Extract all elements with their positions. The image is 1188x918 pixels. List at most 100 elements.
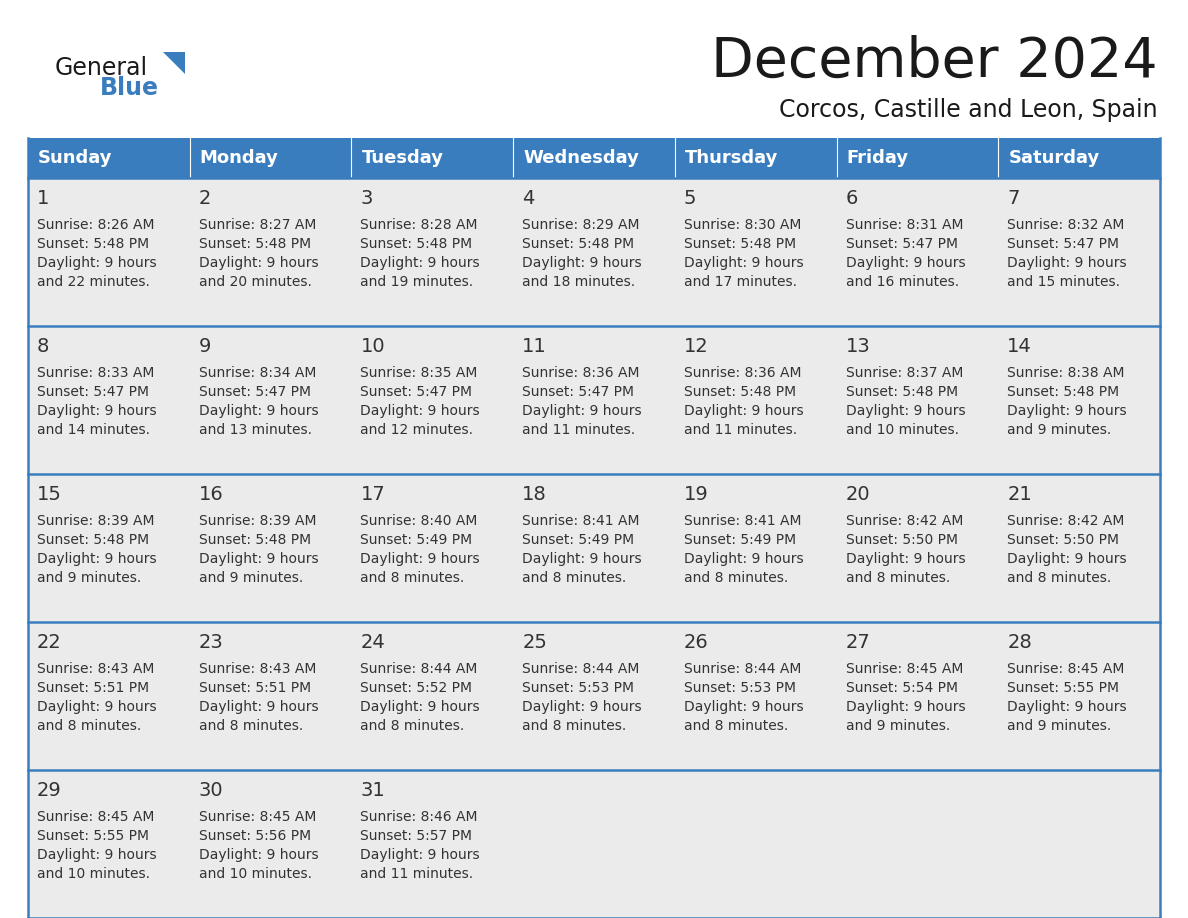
Text: 15: 15 — [37, 485, 62, 503]
Text: and 16 minutes.: and 16 minutes. — [846, 275, 959, 289]
Bar — [29, 138, 190, 178]
Text: 9: 9 — [198, 337, 211, 355]
Text: Daylight: 9 hours: Daylight: 9 hours — [37, 700, 157, 714]
Bar — [29, 178, 190, 326]
Text: and 11 minutes.: and 11 minutes. — [360, 867, 474, 881]
Text: Sunset: 5:48 PM: Sunset: 5:48 PM — [360, 237, 473, 251]
Text: Sunset: 5:55 PM: Sunset: 5:55 PM — [1007, 681, 1119, 695]
Text: Sunrise: 8:46 AM: Sunrise: 8:46 AM — [360, 810, 478, 824]
Text: 26: 26 — [684, 633, 708, 652]
Text: Daylight: 9 hours: Daylight: 9 hours — [523, 404, 642, 418]
Text: Sunrise: 8:45 AM: Sunrise: 8:45 AM — [37, 810, 154, 824]
Text: 1: 1 — [37, 188, 50, 207]
Text: Sunset: 5:53 PM: Sunset: 5:53 PM — [523, 681, 634, 695]
Text: Corcos, Castille and Leon, Spain: Corcos, Castille and Leon, Spain — [779, 98, 1158, 122]
Text: Daylight: 9 hours: Daylight: 9 hours — [1007, 700, 1127, 714]
Text: Sunrise: 8:41 AM: Sunrise: 8:41 AM — [684, 514, 802, 528]
Text: Sunset: 5:48 PM: Sunset: 5:48 PM — [846, 385, 958, 399]
Text: Sunset: 5:47 PM: Sunset: 5:47 PM — [523, 385, 634, 399]
Text: Sunrise: 8:34 AM: Sunrise: 8:34 AM — [198, 366, 316, 380]
Text: December 2024: December 2024 — [712, 35, 1158, 89]
Bar — [836, 326, 998, 474]
Text: Daylight: 9 hours: Daylight: 9 hours — [360, 404, 480, 418]
Text: Daylight: 9 hours: Daylight: 9 hours — [1007, 404, 1127, 418]
Text: Sunset: 5:54 PM: Sunset: 5:54 PM — [846, 681, 958, 695]
Text: Sunset: 5:47 PM: Sunset: 5:47 PM — [37, 385, 148, 399]
Text: Sunset: 5:47 PM: Sunset: 5:47 PM — [1007, 237, 1119, 251]
Text: Blue: Blue — [100, 76, 159, 100]
Text: and 19 minutes.: and 19 minutes. — [360, 275, 474, 289]
Text: and 11 minutes.: and 11 minutes. — [684, 423, 797, 437]
Text: 25: 25 — [523, 633, 546, 652]
Bar — [998, 770, 1159, 918]
Text: Daylight: 9 hours: Daylight: 9 hours — [360, 256, 480, 270]
Text: Sunrise: 8:31 AM: Sunrise: 8:31 AM — [846, 218, 963, 232]
Text: and 9 minutes.: and 9 minutes. — [37, 571, 141, 585]
Text: Daylight: 9 hours: Daylight: 9 hours — [198, 404, 318, 418]
Text: Sunset: 5:56 PM: Sunset: 5:56 PM — [198, 829, 311, 843]
Text: 24: 24 — [360, 633, 385, 652]
Bar — [190, 770, 352, 918]
Text: Sunrise: 8:37 AM: Sunrise: 8:37 AM — [846, 366, 963, 380]
Text: Sunrise: 8:44 AM: Sunrise: 8:44 AM — [684, 662, 801, 676]
Text: Sunset: 5:55 PM: Sunset: 5:55 PM — [37, 829, 148, 843]
Text: Sunrise: 8:32 AM: Sunrise: 8:32 AM — [1007, 218, 1125, 232]
Text: and 8 minutes.: and 8 minutes. — [684, 719, 788, 733]
Bar — [352, 326, 513, 474]
Text: Sunrise: 8:28 AM: Sunrise: 8:28 AM — [360, 218, 478, 232]
Text: 12: 12 — [684, 337, 708, 355]
Text: and 9 minutes.: and 9 minutes. — [1007, 423, 1112, 437]
Bar — [675, 622, 836, 770]
Text: Sunset: 5:49 PM: Sunset: 5:49 PM — [360, 533, 473, 547]
Text: Daylight: 9 hours: Daylight: 9 hours — [37, 256, 157, 270]
Text: Sunset: 5:48 PM: Sunset: 5:48 PM — [1007, 385, 1119, 399]
Bar — [352, 178, 513, 326]
Text: Daylight: 9 hours: Daylight: 9 hours — [360, 848, 480, 862]
Text: Sunrise: 8:29 AM: Sunrise: 8:29 AM — [523, 218, 639, 232]
Text: Sunrise: 8:26 AM: Sunrise: 8:26 AM — [37, 218, 154, 232]
Text: and 15 minutes.: and 15 minutes. — [1007, 275, 1120, 289]
Bar — [675, 178, 836, 326]
Text: and 8 minutes.: and 8 minutes. — [360, 719, 465, 733]
Text: Sunday: Sunday — [38, 149, 113, 167]
Text: Sunset: 5:48 PM: Sunset: 5:48 PM — [198, 237, 311, 251]
Text: Sunset: 5:51 PM: Sunset: 5:51 PM — [37, 681, 150, 695]
Text: Sunrise: 8:39 AM: Sunrise: 8:39 AM — [37, 514, 154, 528]
Text: and 12 minutes.: and 12 minutes. — [360, 423, 474, 437]
Text: 17: 17 — [360, 485, 385, 503]
Text: Sunset: 5:49 PM: Sunset: 5:49 PM — [523, 533, 634, 547]
Text: and 9 minutes.: and 9 minutes. — [198, 571, 303, 585]
Text: and 10 minutes.: and 10 minutes. — [846, 423, 959, 437]
Text: Sunrise: 8:40 AM: Sunrise: 8:40 AM — [360, 514, 478, 528]
Text: General: General — [55, 56, 148, 80]
Text: and 17 minutes.: and 17 minutes. — [684, 275, 797, 289]
Text: and 8 minutes.: and 8 minutes. — [1007, 571, 1112, 585]
Text: Daylight: 9 hours: Daylight: 9 hours — [684, 404, 803, 418]
Text: 11: 11 — [523, 337, 546, 355]
Text: 6: 6 — [846, 188, 858, 207]
Text: Daylight: 9 hours: Daylight: 9 hours — [198, 848, 318, 862]
Bar — [836, 474, 998, 622]
Text: Thursday: Thursday — [684, 149, 778, 167]
Text: and 10 minutes.: and 10 minutes. — [37, 867, 150, 881]
Text: and 8 minutes.: and 8 minutes. — [198, 719, 303, 733]
Text: Sunset: 5:53 PM: Sunset: 5:53 PM — [684, 681, 796, 695]
Bar — [675, 474, 836, 622]
Text: Sunset: 5:50 PM: Sunset: 5:50 PM — [1007, 533, 1119, 547]
Text: Sunset: 5:48 PM: Sunset: 5:48 PM — [523, 237, 634, 251]
Bar — [675, 770, 836, 918]
Bar — [998, 474, 1159, 622]
Text: and 8 minutes.: and 8 minutes. — [37, 719, 141, 733]
Text: Daylight: 9 hours: Daylight: 9 hours — [198, 552, 318, 566]
Text: Sunrise: 8:43 AM: Sunrise: 8:43 AM — [198, 662, 316, 676]
Text: 27: 27 — [846, 633, 871, 652]
Text: 2: 2 — [198, 188, 211, 207]
Bar — [190, 178, 352, 326]
Text: Daylight: 9 hours: Daylight: 9 hours — [198, 256, 318, 270]
Text: Daylight: 9 hours: Daylight: 9 hours — [684, 256, 803, 270]
Text: Monday: Monday — [200, 149, 279, 167]
Text: Sunset: 5:48 PM: Sunset: 5:48 PM — [684, 385, 796, 399]
Bar — [513, 770, 675, 918]
Bar — [29, 770, 190, 918]
Text: Sunrise: 8:41 AM: Sunrise: 8:41 AM — [523, 514, 639, 528]
